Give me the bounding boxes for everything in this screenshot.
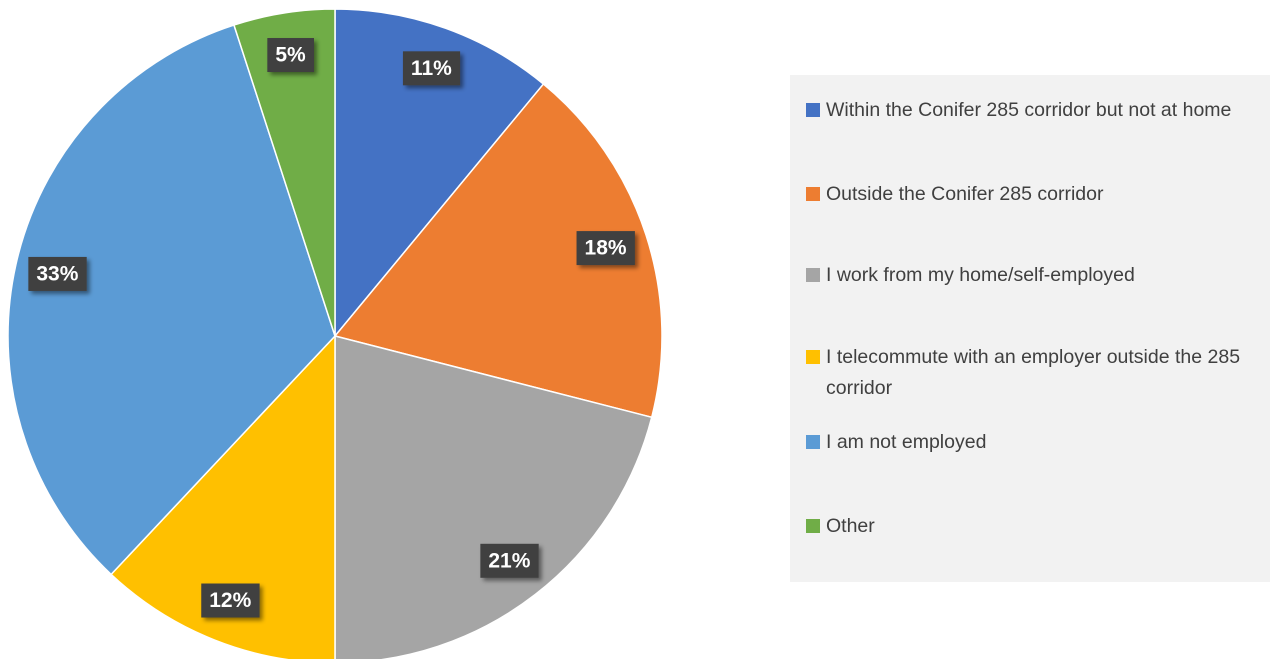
pie-slice	[334, 8, 545, 339]
data-label-text: 21%	[488, 549, 530, 572]
data-label: 5%	[267, 38, 314, 73]
legend-entry: I work from my home/self-employed	[806, 260, 1256, 291]
legend-label: I telecommute with an employer outside t…	[826, 346, 1241, 399]
legend-label: Within the Conifer 285 corridor but not …	[826, 99, 1232, 121]
pie-slice	[110, 334, 336, 659]
data-label-box	[267, 38, 314, 73]
legend-label: I work from my home/self-employed	[826, 264, 1135, 286]
legend-swatch	[806, 350, 820, 364]
legend-swatch	[806, 519, 820, 533]
data-label-text: 33%	[36, 262, 78, 285]
legend-swatch	[806, 268, 820, 282]
legend-entry: I am not employed	[806, 427, 1256, 458]
legend-entry: Within the Conifer 285 corridor but not …	[806, 95, 1256, 126]
legend-swatch	[806, 435, 820, 449]
pie-slice	[7, 24, 336, 576]
legend-entry: Outside the Conifer 285 corridor	[806, 179, 1256, 210]
legend-label: Outside the Conifer 285 corridor	[826, 183, 1104, 205]
legend-entry: Other	[806, 511, 1256, 542]
legend-swatch	[806, 103, 820, 117]
chart: 11% 18% 21% 12% 33% 5%	[7, 8, 663, 659]
data-label: 18%	[576, 231, 635, 266]
data-label-box	[480, 543, 539, 578]
pie-slice	[333, 82, 663, 419]
data-label-text: 18%	[585, 237, 627, 260]
legend-entry: I telecommute with an employer outside t…	[806, 342, 1256, 404]
data-label-text: 12%	[209, 589, 251, 612]
data-label: 12%	[201, 583, 260, 618]
data-label: 11%	[402, 51, 461, 86]
data-label: 33%	[28, 256, 87, 291]
legend: Within the Conifer 285 corridor but not …	[790, 75, 1270, 582]
data-label-text: 11%	[411, 57, 452, 80]
data-label-box	[201, 583, 260, 618]
data-label: 21%	[480, 543, 539, 578]
legend-swatch	[806, 187, 820, 201]
data-label-box	[402, 51, 461, 86]
data-label-box	[28, 256, 87, 291]
pie-slice	[233, 8, 336, 337]
data-label-box	[576, 231, 635, 266]
data-label-text: 5%	[275, 44, 306, 67]
legend-label: Other	[826, 515, 875, 537]
legend-label: I am not employed	[826, 431, 987, 453]
